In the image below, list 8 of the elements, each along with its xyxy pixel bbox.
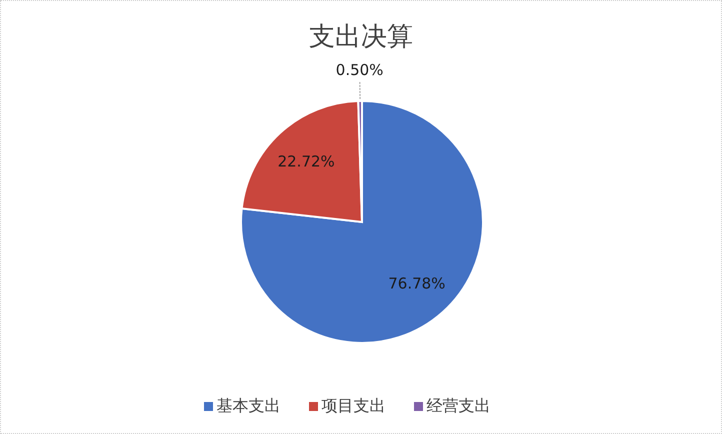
chart-title: 支出决算 <box>308 21 414 53</box>
data-label: 0.50% <box>336 61 384 80</box>
pie-slice <box>240 100 484 344</box>
legend-label: 项目支出 <box>322 396 386 415</box>
data-label: 22.72% <box>278 152 335 171</box>
legend-label: 经营支出 <box>426 396 490 415</box>
data-label: 76.78% <box>388 274 446 292</box>
legend-label: 基本支出 <box>216 396 280 415</box>
